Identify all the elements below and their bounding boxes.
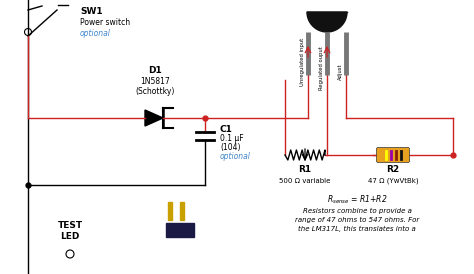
Text: 47 Ω (YwVtBk): 47 Ω (YwVtBk) bbox=[368, 178, 419, 184]
Text: (Schottky): (Schottky) bbox=[135, 87, 175, 96]
Polygon shape bbox=[145, 110, 163, 126]
Text: optional: optional bbox=[220, 152, 251, 161]
Text: optional: optional bbox=[80, 29, 111, 38]
Text: 1N5817: 1N5817 bbox=[140, 77, 170, 86]
Text: LED: LED bbox=[60, 232, 80, 241]
Text: Regulated ouput: Regulated ouput bbox=[319, 46, 324, 90]
Text: D1: D1 bbox=[148, 66, 162, 75]
Text: range of 47 ohms to 547 ohms. For: range of 47 ohms to 547 ohms. For bbox=[295, 217, 419, 223]
Bar bbox=[180, 202, 184, 220]
Text: TEST: TEST bbox=[57, 221, 82, 230]
Text: R1: R1 bbox=[299, 165, 311, 174]
Text: SW1: SW1 bbox=[80, 7, 103, 16]
Text: 500 Ω variable: 500 Ω variable bbox=[279, 178, 331, 184]
Bar bbox=[168, 202, 172, 220]
Text: Adjust: Adjust bbox=[338, 64, 343, 80]
Text: 0.1 μF: 0.1 μF bbox=[220, 134, 244, 143]
Text: $R_{sense}$ = R1+R2: $R_{sense}$ = R1+R2 bbox=[327, 193, 387, 206]
Text: C1: C1 bbox=[220, 125, 233, 134]
Text: R2: R2 bbox=[386, 165, 400, 174]
Text: Power switch: Power switch bbox=[80, 18, 130, 27]
Text: Unregulated input: Unregulated input bbox=[300, 38, 305, 86]
Bar bbox=[166, 223, 194, 237]
Text: Resistors combine to provide a: Resistors combine to provide a bbox=[302, 208, 411, 214]
Polygon shape bbox=[307, 12, 347, 32]
FancyBboxPatch shape bbox=[376, 147, 410, 162]
Text: (104): (104) bbox=[220, 143, 240, 152]
Text: the LM317L, this translates into a: the LM317L, this translates into a bbox=[298, 226, 416, 232]
